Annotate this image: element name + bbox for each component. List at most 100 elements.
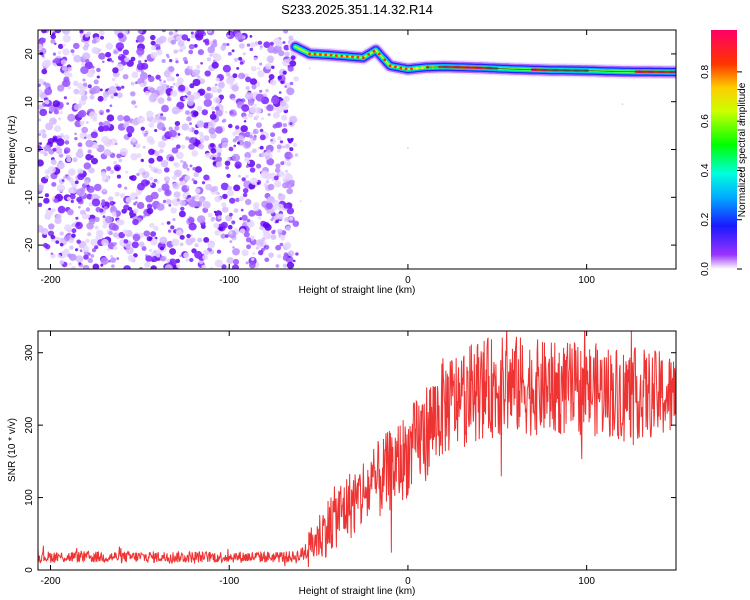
noise-blob	[188, 113, 192, 117]
noise-blob	[78, 262, 82, 266]
noise-blob	[54, 30, 62, 34]
noise-blob	[220, 221, 228, 229]
noise-blob	[277, 254, 282, 259]
noise-blob	[250, 177, 258, 185]
noise-blob	[244, 131, 251, 138]
noise-blob	[150, 52, 158, 59]
noise-blob	[270, 234, 277, 240]
noise-blob	[276, 40, 283, 47]
noise-blob	[295, 252, 299, 256]
snr-x-tick-label: 100	[578, 576, 595, 587]
noise-blob	[289, 122, 293, 126]
noise-blob	[245, 164, 250, 168]
noise-blob	[84, 33, 90, 38]
noise-blob	[274, 122, 281, 128]
noise-blob	[243, 120, 247, 123]
noise-blob	[187, 94, 195, 102]
noise-blob	[79, 30, 84, 34]
noise-blob	[166, 199, 172, 205]
noise-blob	[140, 126, 145, 131]
ridge-peak	[367, 53, 370, 56]
noise-blob	[202, 254, 208, 261]
noise-blob	[207, 212, 213, 218]
noise-blob	[95, 145, 99, 149]
noise-blob	[167, 136, 171, 140]
noise-blob	[94, 225, 99, 230]
noise-blob	[160, 246, 164, 251]
noise-blob	[249, 132, 254, 136]
noise-blob	[277, 149, 281, 153]
noise-blob	[276, 144, 282, 150]
noise-blob	[249, 35, 253, 38]
noise-blob	[242, 192, 248, 198]
stray-speck	[407, 147, 409, 149]
noise-blob	[57, 84, 65, 92]
noise-blob	[108, 231, 113, 236]
ridge-peak	[356, 55, 360, 59]
spectrogram-y-label: Frequency (Hz)	[7, 116, 18, 185]
noise-blob	[229, 110, 234, 115]
noise-blob	[66, 102, 70, 105]
noise-blob	[73, 42, 80, 50]
noise-blob	[203, 237, 210, 243]
noise-blob	[86, 70, 95, 78]
noise-blob	[191, 178, 195, 182]
noise-blob	[196, 69, 201, 74]
noise-blob	[194, 194, 200, 200]
noise-blob	[282, 145, 286, 149]
noise-blob	[175, 60, 179, 64]
noise-blob	[247, 160, 251, 164]
noise-blob	[212, 39, 217, 44]
noise-blob	[54, 217, 62, 225]
noise-blob	[228, 230, 237, 239]
noise-blob	[133, 202, 137, 206]
noise-blob	[268, 74, 275, 80]
noise-blob	[277, 228, 283, 234]
noise-blob	[274, 167, 281, 174]
noise-blob	[246, 244, 252, 250]
ridge-peak	[329, 53, 333, 57]
noise-blob	[85, 153, 93, 161]
noise-blob	[87, 257, 94, 264]
noise-blob	[89, 94, 95, 100]
noise-blob	[232, 84, 239, 91]
noise-blob	[233, 208, 239, 213]
noise-blob	[103, 206, 108, 210]
noise-blob	[263, 41, 271, 48]
noise-blob	[267, 196, 275, 204]
noise-blob	[232, 264, 239, 269]
noise-blob	[102, 188, 107, 193]
noise-blob	[232, 258, 240, 265]
noise-blob	[69, 186, 78, 194]
noise-blob	[177, 40, 185, 47]
noise-blob	[188, 137, 196, 144]
noise-blob	[189, 122, 192, 125]
snr-series-line	[38, 331, 676, 568]
noise-blob	[196, 30, 205, 36]
noise-blob	[131, 100, 137, 105]
noise-blob	[127, 254, 135, 262]
noise-blob	[61, 179, 65, 182]
noise-blob	[151, 119, 156, 124]
noise-blob	[283, 44, 290, 51]
noise-blob	[49, 117, 57, 125]
noise-blob	[174, 121, 181, 126]
noise-blob	[259, 47, 263, 51]
noise-blob	[116, 257, 120, 260]
noise-blob	[64, 224, 72, 232]
noise-blob	[84, 136, 87, 140]
spectrogram-y-tick-label: -10	[24, 190, 35, 205]
ridge-peak	[345, 55, 349, 58]
noise-blob	[252, 136, 257, 141]
noise-blob	[215, 161, 223, 168]
noise-blob	[173, 49, 178, 54]
noise-blob	[272, 49, 279, 54]
noise-blob	[136, 34, 145, 43]
noise-blob	[91, 198, 101, 207]
noise-blob	[121, 85, 125, 89]
noise-blob	[125, 246, 134, 255]
noise-blob	[288, 216, 294, 221]
noise-blob	[243, 231, 250, 238]
noise-blob	[217, 215, 222, 220]
noise-blob	[94, 216, 100, 223]
